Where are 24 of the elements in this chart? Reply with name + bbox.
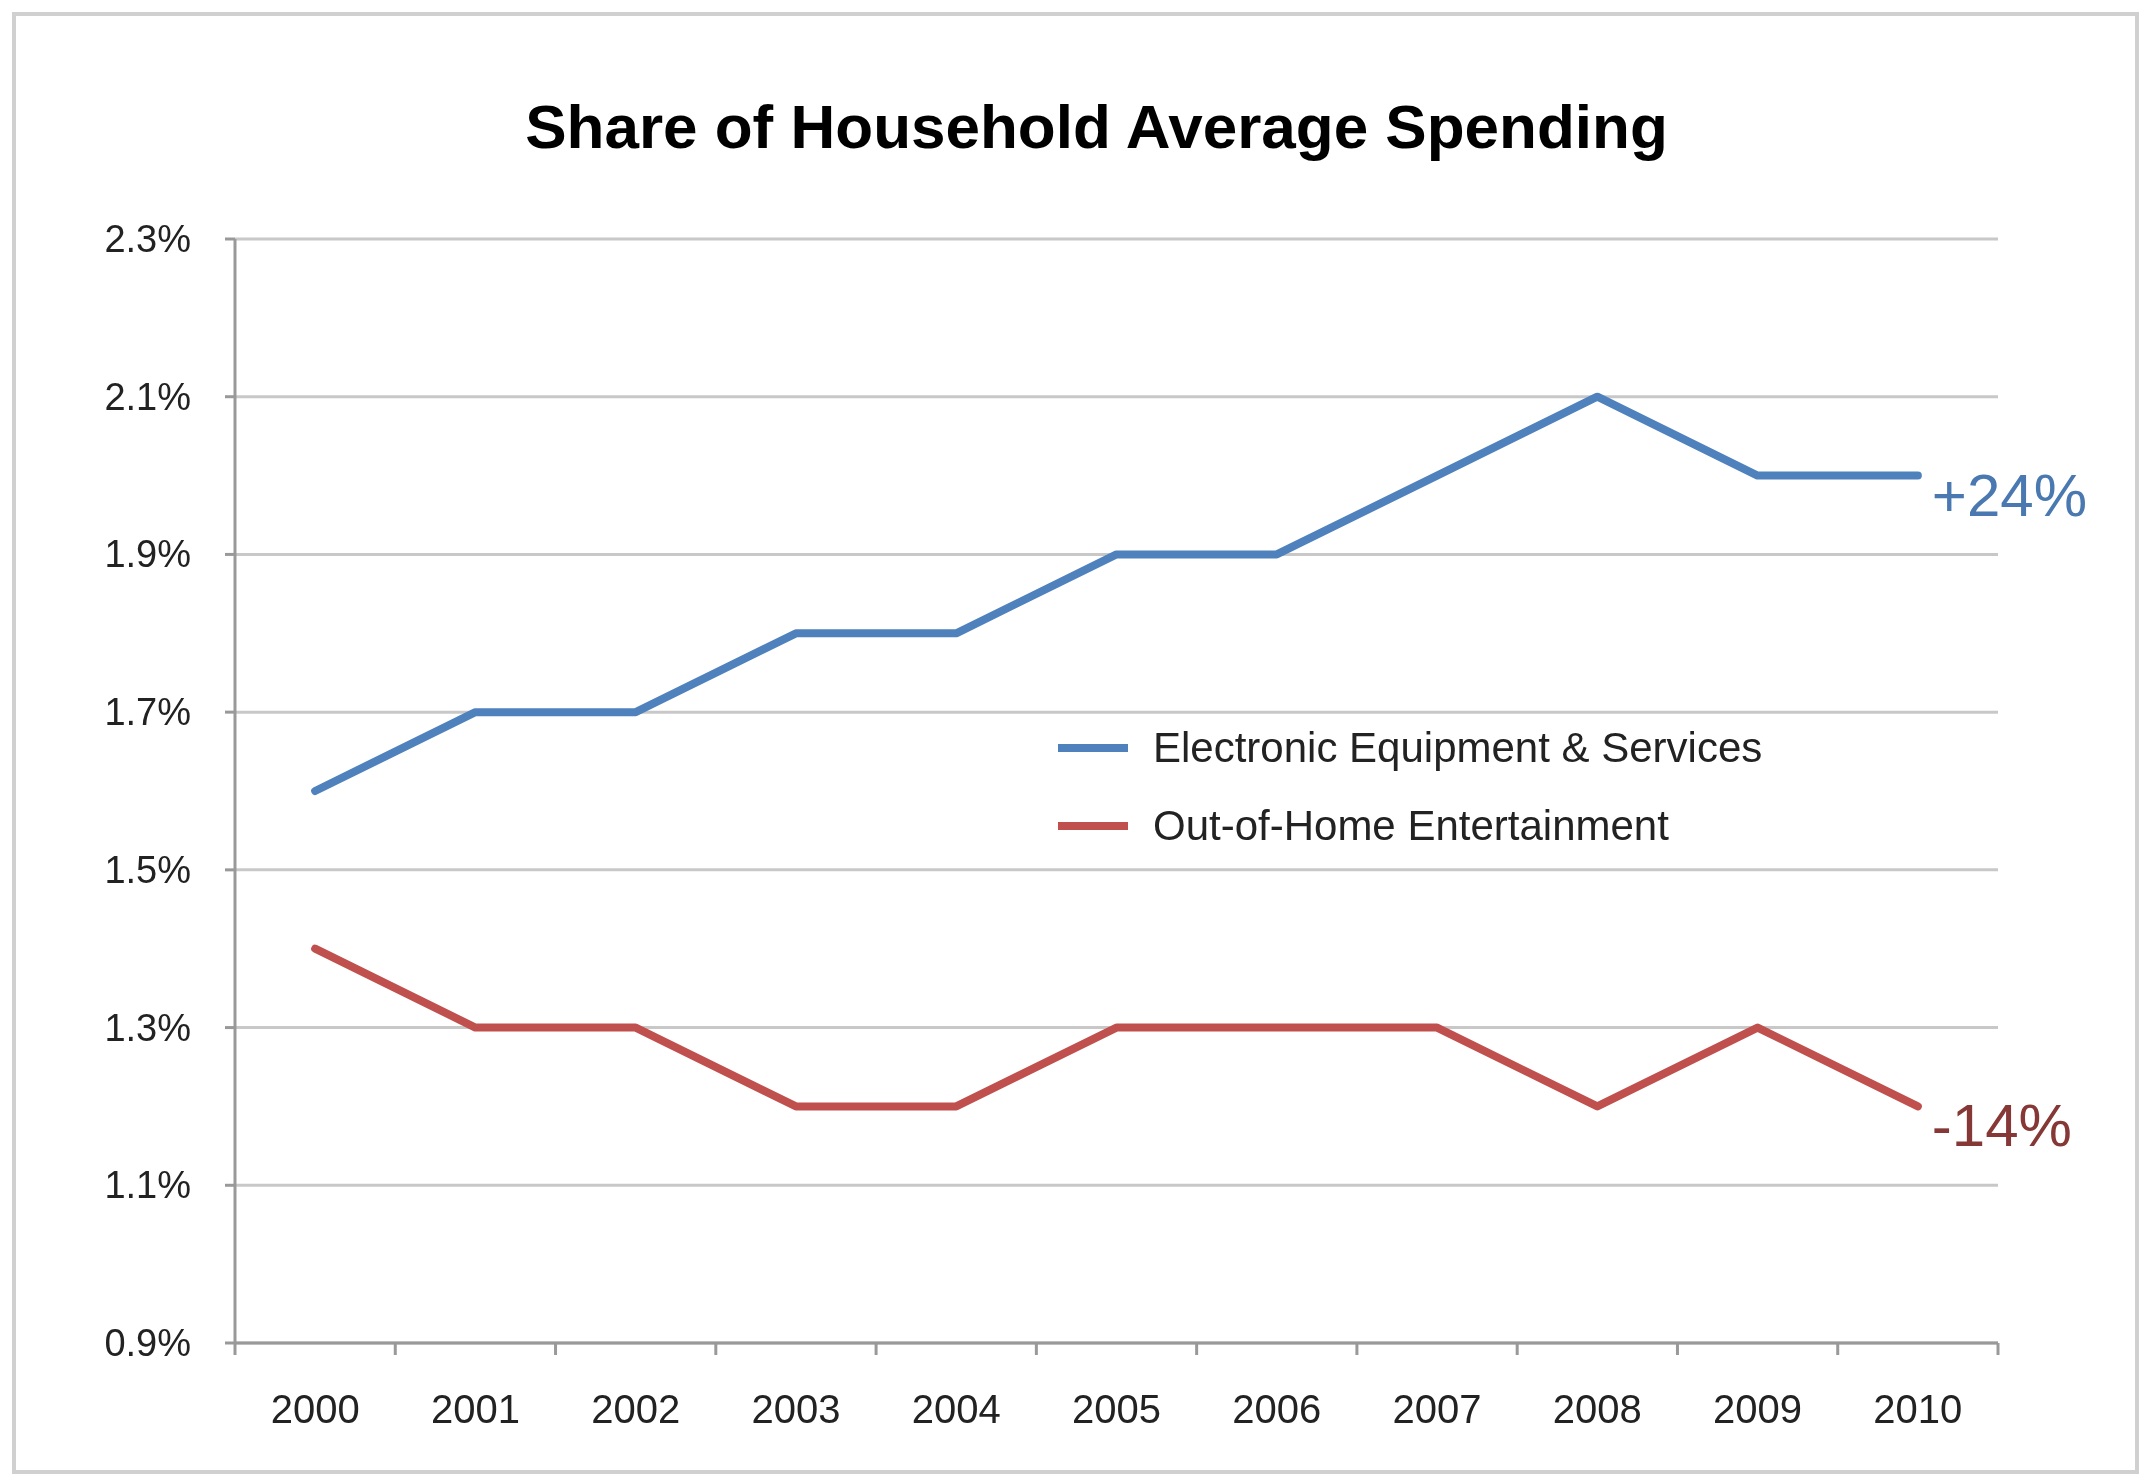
x-tick-label: 2008 <box>1552 1387 1642 1431</box>
x-tick-label: 2005 <box>1072 1387 1161 1431</box>
x-tick-label: 2009 <box>1713 1387 1803 1431</box>
annotation: -14% <box>1931 1092 2072 1160</box>
x-tick-label: 2001 <box>430 1387 520 1431</box>
x-tick-label: 2004 <box>911 1387 1001 1431</box>
y-tick-label: 2.1% <box>104 375 191 418</box>
legend-label: Out-of-Home Entertainment <box>1153 802 1670 849</box>
x-tick-label: 2007 <box>1392 1387 1482 1431</box>
legend-label: Electronic Equipment & Services <box>1153 724 1763 771</box>
x-tick-label: 2003 <box>751 1387 841 1431</box>
y-tick-label: 1.3% <box>104 1006 191 1049</box>
y-tick-label: 1.1% <box>104 1164 191 1207</box>
chart-title: Share of Household Average Spending <box>525 92 1668 161</box>
x-tick-label: 2000 <box>270 1387 360 1431</box>
x-tick-label: 2010 <box>1873 1387 1963 1431</box>
y-tick-label: 1.7% <box>104 691 191 734</box>
y-tick-label: 1.9% <box>104 533 191 576</box>
y-tick-label: 2.3% <box>104 218 191 260</box>
y-tick-label: 1.5% <box>104 848 191 891</box>
x-tick-label: 2002 <box>591 1387 681 1431</box>
y-tick-label: 0.9% <box>104 1322 191 1364</box>
annotation: +24% <box>1931 461 2087 529</box>
x-tick-label: 2006 <box>1232 1387 1322 1431</box>
